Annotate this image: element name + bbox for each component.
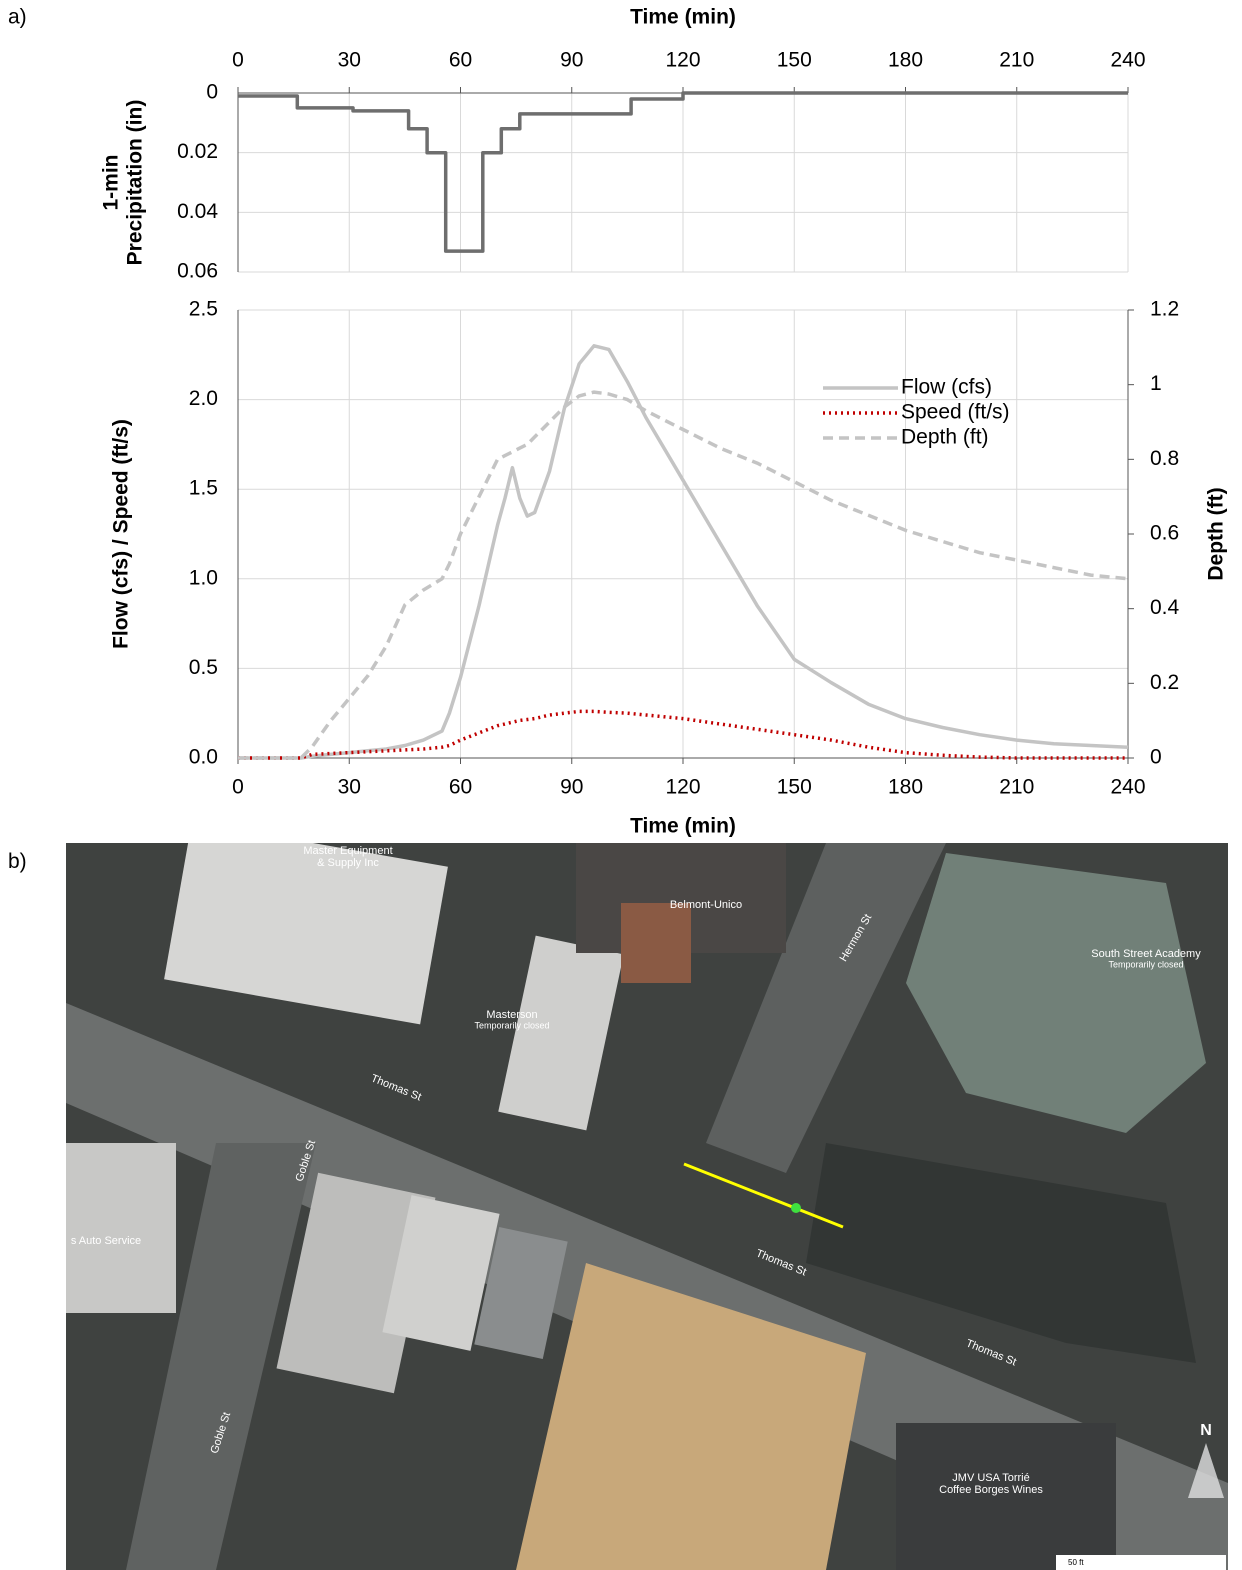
x-tick-label: 180 — [888, 49, 923, 72]
building — [621, 903, 691, 983]
legend-label: Speed (ft/s) — [901, 401, 1010, 424]
y-tick-label: 2.5 — [189, 298, 218, 321]
y2-tick-label: 0 — [1150, 746, 1162, 769]
y2-tick-label: 0.4 — [1150, 596, 1180, 619]
sensor-location — [791, 1203, 801, 1213]
y-tick-label: 2.0 — [189, 387, 218, 410]
y-tick-label: 0.04 — [177, 200, 218, 223]
map-label: Coffee Borges Wines — [939, 1484, 1043, 1496]
y-tick-label: 0 — [206, 81, 218, 104]
y-tick-label: 1.5 — [189, 477, 218, 500]
x-tick-label: 180 — [888, 776, 923, 799]
x-axis-title: Time (min) — [630, 815, 736, 838]
x-tick-label: 60 — [449, 776, 472, 799]
y-tick-label: 1.0 — [189, 566, 218, 589]
x-tick-label: 30 — [338, 49, 361, 72]
x-tick-label: 240 — [1110, 776, 1145, 799]
x-tick-label: 150 — [777, 49, 812, 72]
map-label: Temporarily closed — [474, 1020, 549, 1030]
x-tick-label: 30 — [338, 776, 361, 799]
y2-tick-label: 1.2 — [1150, 298, 1179, 321]
y2-tick-label: 0.8 — [1150, 447, 1179, 470]
x-axis-title: Time (min) — [630, 6, 736, 29]
panel-label: a) — [8, 6, 27, 29]
map-label: Masterson — [486, 1009, 537, 1021]
legend-label: Depth (ft) — [901, 426, 989, 449]
x-tick-label: 210 — [999, 49, 1034, 72]
map-label: Belmont-Unico — [670, 899, 742, 911]
y-axis-title: Flow (cfs) / Speed (ft/s) — [110, 419, 133, 649]
y2-tick-label: 0.6 — [1150, 522, 1179, 545]
map-label: Master Equipment — [303, 845, 392, 857]
building — [896, 1423, 1116, 1570]
x-tick-label: 60 — [449, 49, 472, 72]
map-label: Temporarily closed — [1108, 959, 1183, 969]
building — [66, 1143, 176, 1313]
y-tick-label: 0.5 — [189, 656, 218, 679]
x-tick-label: 240 — [1110, 49, 1145, 72]
scale-label: 50 ft — [1068, 1558, 1084, 1567]
y2-tick-label: 0.2 — [1150, 671, 1179, 694]
x-tick-label: 90 — [560, 776, 583, 799]
y-tick-label: 0.0 — [189, 746, 218, 769]
map-label: JMV USA Torrié — [952, 1472, 1029, 1484]
y-tick-label: 0.02 — [177, 140, 218, 163]
x-tick-label: 120 — [665, 776, 700, 799]
y2-tick-label: 1 — [1150, 372, 1162, 395]
legend-label: Flow (cfs) — [901, 376, 992, 399]
north-arrow: N — [1200, 1422, 1212, 1439]
x-tick-label: 0 — [232, 776, 244, 799]
x-tick-label: 90 — [560, 49, 583, 72]
map-label: s Auto Service — [71, 1235, 141, 1247]
map-label: & Supply Inc — [317, 857, 379, 869]
y2-axis-title: Depth (ft) — [1205, 487, 1228, 580]
y-axis-title: Precipitation (in) — [124, 100, 147, 266]
x-tick-label: 0 — [232, 49, 244, 72]
aerial-map: Master Equipment & Supply Inc Belmont-Un… — [66, 843, 1228, 1570]
x-tick-label: 210 — [999, 776, 1034, 799]
y-axis-title: 1-min — [100, 154, 123, 210]
x-tick-label: 150 — [777, 776, 812, 799]
y-tick-label: 0.06 — [177, 260, 218, 283]
panel-label: b) — [8, 850, 27, 874]
figure: a) 030609012015018021024000.020.040.06Ti… — [0, 0, 1242, 1570]
map-label: South Street Academy — [1091, 948, 1201, 960]
x-tick-label: 120 — [665, 49, 700, 72]
